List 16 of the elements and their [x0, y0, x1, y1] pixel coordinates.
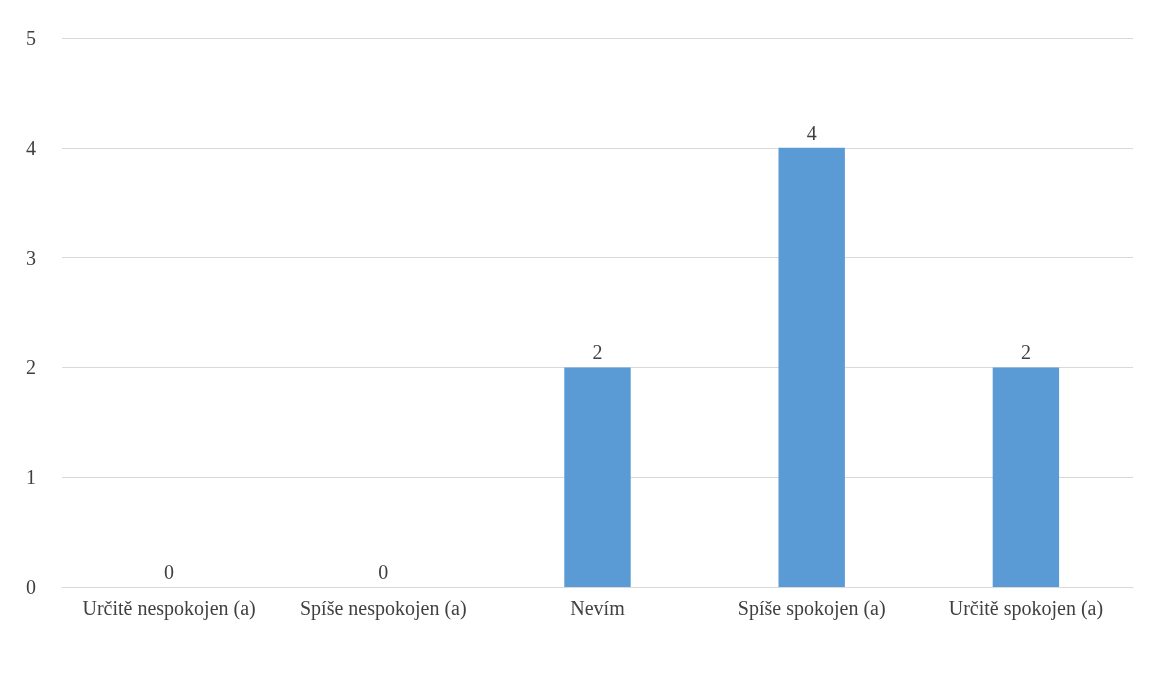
y-tick-label: 4	[26, 136, 36, 159]
data-label: 4	[806, 121, 817, 144]
y-tick-label: 2	[26, 356, 36, 379]
y-tick-label: 3	[26, 246, 36, 269]
x-tick-label: Spíše nespokojen (a)	[299, 597, 467, 620]
x-tick-label: Určitě nespokojen (a)	[82, 597, 256, 620]
y-tick-label: 0	[26, 576, 36, 598]
data-label: 0	[164, 561, 175, 583]
data-label: 0	[378, 561, 389, 583]
data-label: 2	[1020, 341, 1031, 364]
y-tick-label: 1	[26, 466, 36, 489]
x-tick-label: Určitě spokojen (a)	[948, 597, 1104, 620]
data-label: 2	[592, 341, 603, 364]
x-tick-label: Nevím	[570, 597, 626, 619]
x-tick-label: Spíše spokojen (a)	[737, 597, 886, 620]
y-tick-label: 5	[26, 27, 36, 49]
